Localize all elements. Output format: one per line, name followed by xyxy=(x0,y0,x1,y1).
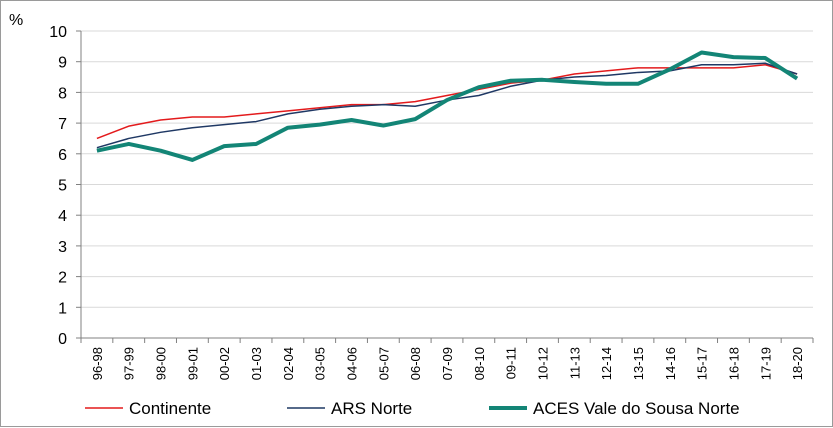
legend: Continente ARS Norte ACES Vale do Sousa No… xyxy=(85,399,740,418)
x-tick-label: 06-08 xyxy=(408,347,423,380)
x-tick-label: 10-12 xyxy=(535,347,550,380)
y-tick-label: 9 xyxy=(58,55,67,72)
series-line-ars-norte xyxy=(96,62,798,149)
x-tick-label: 03-05 xyxy=(313,347,328,380)
legend-item-aces-vale-do-sousa-norte: ACES Vale do Sousa Norte xyxy=(489,399,740,418)
x-tick-label: 00-02 xyxy=(217,347,232,380)
x-tick-label: 11-13 xyxy=(567,347,582,379)
x-tick-label: 08-10 xyxy=(472,347,487,380)
legend-label: Continente xyxy=(129,399,211,418)
legend-item-continente: Continente xyxy=(85,399,211,418)
x-tick-label: 07-09 xyxy=(440,347,455,380)
x-tick-label: 09-11 xyxy=(504,347,519,379)
x-tick-label: 98-00 xyxy=(154,347,169,380)
x-tick-label: 17-19 xyxy=(758,347,773,380)
y-tick-label: 6 xyxy=(58,147,67,164)
x-tick-label: 02-04 xyxy=(281,347,296,380)
legend-label: ACES Vale do Sousa Norte xyxy=(533,399,740,418)
gridlines xyxy=(81,30,813,308)
legend-item-ars-norte: ARS Norte xyxy=(287,399,412,418)
y-tick-label: 8 xyxy=(58,85,67,102)
y-tick-label: 2 xyxy=(58,270,67,287)
x-tick-label: 12-14 xyxy=(599,347,614,380)
y-tick-label: 4 xyxy=(58,208,67,225)
x-tick-label: 18-20 xyxy=(790,347,805,380)
x-tick-label: 05-07 xyxy=(376,347,391,380)
series-lines xyxy=(96,50,799,162)
y-tick-label: 3 xyxy=(58,239,67,256)
axes xyxy=(76,30,814,343)
x-tick-label: 16-18 xyxy=(726,347,741,380)
y-tick-labels: 0 1 2 3 4 5 6 7 8 9 10 xyxy=(49,24,67,348)
y-tick-label: 5 xyxy=(58,178,67,195)
x-tick-label: 97-99 xyxy=(122,347,137,380)
x-tick-label: 96-98 xyxy=(90,347,105,380)
series-line-aces-vale-do-sousa-norte xyxy=(96,50,799,162)
x-tick-label: 99-01 xyxy=(185,347,200,380)
x-tick-label: 14-16 xyxy=(663,347,678,380)
y-tick-label: 7 xyxy=(58,116,67,133)
series-line-continente xyxy=(96,64,798,140)
y-tick-label: 10 xyxy=(49,24,67,41)
legend-label: ARS Norte xyxy=(331,399,412,418)
y-tick-label: 0 xyxy=(58,331,67,348)
x-tick-label: 01-03 xyxy=(249,347,264,380)
y-unit-label: % xyxy=(9,12,23,29)
x-tick-labels: 96-98 97-99 98-00 99-01 00-02 01-03 02-04 03-05… xyxy=(90,347,805,380)
x-tick-label: 15-17 xyxy=(695,347,710,380)
y-tick-label: 1 xyxy=(58,300,67,317)
x-tick-label: 13-15 xyxy=(631,347,646,380)
x-tick-label: 04-06 xyxy=(345,347,360,380)
